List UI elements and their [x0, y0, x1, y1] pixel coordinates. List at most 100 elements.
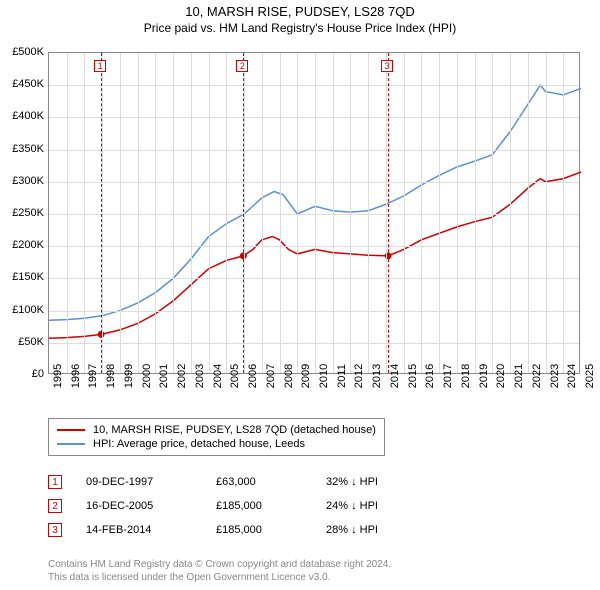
x-axis-label: 1999: [123, 364, 135, 388]
y-axis-label: £0: [4, 368, 44, 380]
chart-plot-area: [48, 52, 580, 374]
gridline-vertical: [421, 53, 422, 373]
legend-item: 10, MARSH RISE, PUDSEY, LS28 7QD (detach…: [57, 423, 376, 437]
legend-label: HPI: Average price, detached house, Leed…: [93, 438, 305, 450]
sales-row-date: 09-DEC-1997: [86, 476, 216, 488]
gridline-horizontal: [49, 246, 579, 247]
x-axis-label: 2023: [549, 364, 561, 388]
attribution-line-1: Contains HM Land Registry data © Crown c…: [48, 558, 391, 571]
x-axis-label: 2011: [336, 364, 348, 388]
gridline-vertical: [333, 53, 334, 373]
gridline-vertical: [492, 53, 493, 373]
gridline-horizontal: [49, 150, 579, 151]
gridline-vertical: [404, 53, 405, 373]
x-axis-label: 2009: [300, 364, 312, 388]
x-axis-label: 2022: [531, 364, 543, 388]
gridline-vertical: [209, 53, 210, 373]
sales-row-marker: 3: [48, 523, 62, 537]
sales-row-delta: 32% ↓ HPI: [326, 476, 426, 488]
gridline-horizontal: [49, 278, 579, 279]
gridline-vertical: [475, 53, 476, 373]
x-axis-label: 2001: [158, 364, 170, 388]
gridline-horizontal: [49, 117, 579, 118]
x-axis-label: 2025: [584, 364, 596, 388]
attribution-line-2: This data is licensed under the Open Gov…: [48, 571, 391, 584]
x-axis-label: 2010: [318, 364, 330, 388]
sale-marker-badge: 3: [381, 60, 393, 72]
x-axis-label: 1997: [87, 364, 99, 388]
chart-legend: 10, MARSH RISE, PUDSEY, LS28 7QD (detach…: [48, 418, 385, 456]
gridline-horizontal: [49, 343, 579, 344]
sales-row-date: 16-DEC-2005: [86, 500, 216, 512]
chart-title: 10, MARSH RISE, PUDSEY, LS28 7QD: [0, 0, 600, 19]
x-axis-label: 2024: [566, 364, 578, 388]
sales-row-delta: 24% ↓ HPI: [326, 500, 426, 512]
chart-subtitle: Price paid vs. HM Land Registry's House …: [0, 19, 600, 39]
sales-row-price: £185,000: [216, 500, 326, 512]
gridline-vertical: [368, 53, 369, 373]
sale-reference-line: [243, 53, 244, 373]
sale-marker-badge: 1: [94, 60, 106, 72]
gridline-vertical: [262, 53, 263, 373]
x-axis-label: 2019: [478, 364, 490, 388]
x-axis-label: 2002: [176, 364, 188, 388]
attribution-text: Contains HM Land Registry data © Crown c…: [48, 558, 391, 584]
x-axis-label: 2021: [513, 364, 525, 388]
gridline-vertical: [297, 53, 298, 373]
sales-table-row: 3 14-FEB-2014£185,00028% ↓ HPI: [48, 518, 426, 542]
gridline-horizontal: [49, 311, 579, 312]
legend-swatch: [57, 443, 85, 445]
gridline-vertical: [546, 53, 547, 373]
y-axis-label: £450K: [4, 78, 44, 90]
sales-row-price: £185,000: [216, 524, 326, 536]
x-axis-label: 2015: [407, 364, 419, 388]
sales-row-marker: 1: [48, 475, 62, 489]
x-axis-label: 2016: [424, 364, 436, 388]
gridline-vertical: [84, 53, 85, 373]
gridline-horizontal: [49, 214, 579, 215]
y-axis-label: £350K: [4, 143, 44, 155]
legend-swatch: [57, 429, 85, 431]
gridline-vertical: [155, 53, 156, 373]
legend-item: HPI: Average price, detached house, Leed…: [57, 437, 376, 451]
x-axis-label: 2014: [389, 364, 401, 388]
y-axis-label: £100K: [4, 304, 44, 316]
y-axis-label: £500K: [4, 46, 44, 58]
gridline-vertical: [563, 53, 564, 373]
x-axis-label: 2006: [247, 364, 259, 388]
x-axis-label: 2018: [460, 364, 472, 388]
y-axis-label: £50K: [4, 336, 44, 348]
x-axis-label: 2005: [229, 364, 241, 388]
sales-row-date: 14-FEB-2014: [86, 524, 216, 536]
gridline-vertical: [439, 53, 440, 373]
y-axis-label: £300K: [4, 175, 44, 187]
sales-table-row: 109-DEC-1997£63,00032% ↓ HPI: [48, 470, 426, 494]
sale-marker-badge: 2: [236, 60, 248, 72]
sales-row-delta: 28% ↓ HPI: [326, 524, 426, 536]
x-axis-label: 2013: [371, 364, 383, 388]
gridline-vertical: [67, 53, 68, 373]
y-axis-label: £150K: [4, 271, 44, 283]
x-axis-label: 2000: [141, 364, 153, 388]
x-axis-label: 2020: [495, 364, 507, 388]
sale-reference-line: [388, 53, 389, 373]
sales-table: 109-DEC-1997£63,00032% ↓ HPI216-DEC-2005…: [48, 470, 426, 542]
sales-row-marker: 2: [48, 499, 62, 513]
gridline-vertical: [138, 53, 139, 373]
sales-table-row: 2 16-DEC-2005£185,00024% ↓ HPI: [48, 494, 426, 518]
gridline-vertical: [315, 53, 316, 373]
chart-svg: [49, 53, 579, 373]
gridline-vertical: [191, 53, 192, 373]
gridline-vertical: [386, 53, 387, 373]
gridline-vertical: [280, 53, 281, 373]
y-axis-label: £400K: [4, 110, 44, 122]
legend-label: 10, MARSH RISE, PUDSEY, LS28 7QD (detach…: [93, 424, 376, 436]
x-axis-label: 1998: [105, 364, 117, 388]
sale-reference-line: [101, 53, 102, 373]
gridline-vertical: [350, 53, 351, 373]
gridline-horizontal: [49, 182, 579, 183]
gridline-vertical: [173, 53, 174, 373]
gridline-vertical: [226, 53, 227, 373]
x-axis-label: 2012: [353, 364, 365, 388]
x-axis-label: 2003: [194, 364, 206, 388]
